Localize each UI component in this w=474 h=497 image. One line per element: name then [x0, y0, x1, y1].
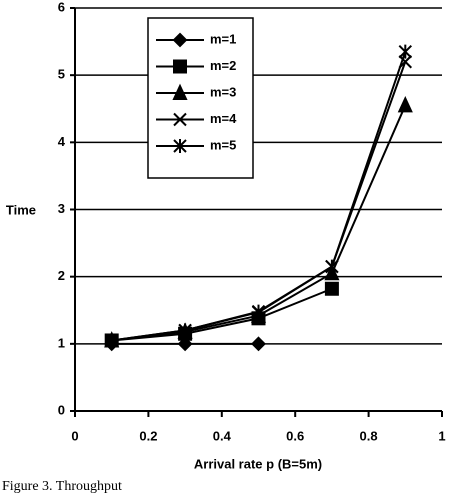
marker: [398, 44, 413, 59]
x-tick-label: 0.2: [139, 428, 157, 443]
legend-box: [147, 17, 254, 179]
x-tick-label: 0.8: [360, 428, 378, 443]
marker: [177, 336, 193, 352]
legend-marker: [173, 139, 187, 153]
x-tick-label: 0: [71, 428, 78, 443]
legend-label: m=4: [210, 111, 237, 126]
y-tick-label: 4: [58, 134, 66, 149]
y-tick-label: 5: [58, 67, 65, 82]
marker: [397, 96, 413, 113]
legend-marker: [173, 59, 187, 74]
marker: [178, 323, 192, 338]
caption: Figure 3. Throughput: [2, 479, 122, 494]
x-tick-label: 1: [438, 428, 445, 443]
marker: [325, 259, 339, 274]
legend-label: m=3: [210, 84, 236, 99]
y-tick-label: 1: [58, 335, 65, 350]
legend-label: m=1: [210, 31, 236, 46]
marker: [324, 281, 339, 296]
x-tick-label: 0.6: [286, 428, 304, 443]
marker: [104, 333, 119, 348]
marker: [251, 336, 266, 352]
legend-label: m=2: [210, 58, 236, 73]
legend-marker: [173, 112, 187, 127]
marker: [251, 304, 266, 319]
legend-label: m=5: [210, 137, 236, 152]
y-axis-label: Time: [6, 202, 36, 217]
y-tick-label: 3: [58, 201, 65, 216]
y-tick-label: 0: [58, 402, 65, 417]
series-line: [111, 287, 333, 342]
x-axis-label: Arrival rate p (B=5m): [194, 456, 322, 471]
legend-marker: [172, 32, 188, 48]
y-tick-label: 2: [58, 268, 65, 283]
legend-marker: [172, 83, 188, 100]
y-tick-label: 6: [58, 0, 65, 14]
x-tick-label: 0.4: [213, 428, 232, 443]
